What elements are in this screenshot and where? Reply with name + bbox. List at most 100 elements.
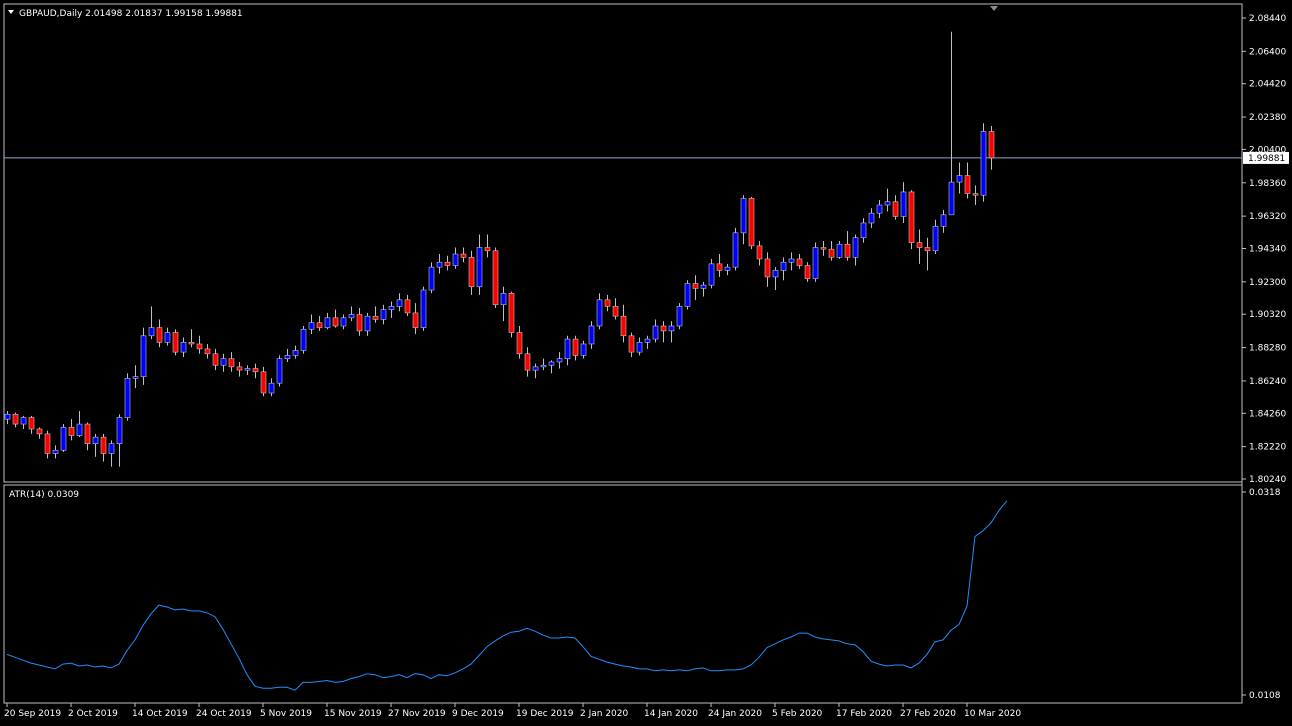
candle[interactable] [708, 258, 715, 289]
candle[interactable] [804, 262, 811, 282]
candle[interactable] [788, 252, 795, 271]
candle[interactable] [68, 419, 75, 441]
candle[interactable] [396, 293, 403, 312]
candle[interactable] [108, 440, 115, 467]
candle[interactable] [564, 335, 571, 366]
candle[interactable] [900, 182, 907, 223]
candle[interactable] [692, 275, 699, 300]
candle[interactable] [412, 303, 419, 335]
candle[interactable] [428, 262, 435, 294]
candle[interactable] [772, 267, 779, 291]
candle[interactable] [452, 247, 459, 269]
candle[interactable] [876, 200, 883, 219]
candle[interactable] [28, 415, 35, 434]
candle[interactable] [164, 327, 171, 346]
candle[interactable] [676, 303, 683, 330]
candle[interactable] [44, 430, 51, 459]
candle[interactable] [500, 286, 507, 322]
candle[interactable] [404, 294, 411, 317]
candle[interactable] [628, 332, 635, 358]
candle[interactable] [300, 325, 307, 354]
candle[interactable] [324, 312, 331, 330]
candle[interactable] [100, 433, 107, 462]
candle[interactable] [236, 361, 243, 377]
candle[interactable] [12, 412, 19, 428]
candle[interactable] [860, 218, 867, 243]
candle[interactable] [292, 345, 299, 359]
candle[interactable] [60, 424, 67, 452]
candle[interactable] [204, 343, 211, 359]
candle[interactable] [260, 366, 267, 397]
candle[interactable] [436, 254, 443, 274]
candle[interactable] [172, 329, 179, 356]
candle[interactable] [612, 298, 619, 320]
candle[interactable] [636, 337, 643, 356]
candle[interactable] [844, 231, 851, 261]
candle[interactable] [940, 209, 947, 233]
candle[interactable] [644, 335, 651, 349]
candle[interactable] [484, 234, 491, 258]
candle[interactable] [492, 247, 499, 309]
candle[interactable] [36, 427, 43, 439]
candle[interactable] [308, 314, 315, 335]
candle[interactable] [460, 247, 467, 263]
candle[interactable] [244, 365, 251, 376]
candle[interactable] [380, 304, 387, 325]
candle[interactable] [276, 355, 283, 387]
candle[interactable] [868, 208, 875, 228]
candle[interactable] [356, 308, 363, 336]
candle[interactable] [132, 365, 139, 389]
candle[interactable] [516, 325, 523, 359]
candle[interactable] [524, 347, 531, 377]
candle[interactable] [972, 185, 979, 206]
candle[interactable] [700, 281, 707, 297]
candle[interactable] [532, 363, 539, 379]
candle[interactable] [228, 352, 235, 372]
candle[interactable] [964, 162, 971, 199]
candle[interactable] [92, 433, 99, 457]
candle[interactable] [76, 410, 83, 438]
candle[interactable] [604, 294, 611, 312]
candle[interactable] [652, 319, 659, 343]
candle[interactable] [116, 414, 123, 467]
candle[interactable] [348, 306, 355, 322]
candle[interactable] [620, 304, 627, 343]
candle[interactable] [588, 321, 595, 349]
candle[interactable] [988, 125, 995, 170]
candle[interactable] [828, 240, 835, 261]
candle[interactable] [884, 188, 891, 212]
candle[interactable] [20, 415, 27, 429]
candle[interactable] [444, 255, 451, 271]
candle[interactable] [364, 312, 371, 336]
candle[interactable] [148, 306, 155, 340]
candle[interactable] [556, 352, 563, 369]
candle[interactable] [820, 240, 827, 256]
candle[interactable] [52, 445, 59, 459]
candle[interactable] [668, 321, 675, 343]
candle[interactable] [212, 348, 219, 371]
candle[interactable] [892, 195, 899, 220]
candle[interactable] [252, 363, 259, 379]
candle[interactable] [716, 254, 723, 277]
candle[interactable] [540, 358, 547, 371]
candle[interactable] [180, 337, 187, 358]
candle[interactable] [124, 373, 131, 421]
candle[interactable] [188, 329, 195, 348]
candle[interactable] [580, 340, 587, 359]
candle[interactable] [4, 410, 11, 425]
candle[interactable] [548, 360, 555, 374]
candle[interactable] [724, 263, 731, 276]
candle[interactable] [748, 196, 755, 250]
atr-panel[interactable] [3, 484, 1243, 704]
candle[interactable] [340, 314, 347, 330]
triangle-down-icon[interactable] [8, 10, 14, 14]
shift-marker-icon[interactable] [990, 6, 998, 11]
candle[interactable] [852, 234, 859, 266]
candle[interactable] [956, 162, 963, 194]
candle[interactable] [732, 227, 739, 271]
candle[interactable] [220, 353, 227, 372]
candle[interactable] [156, 319, 163, 348]
candle[interactable] [924, 237, 931, 271]
candle[interactable] [284, 348, 291, 362]
candle[interactable] [756, 240, 763, 266]
